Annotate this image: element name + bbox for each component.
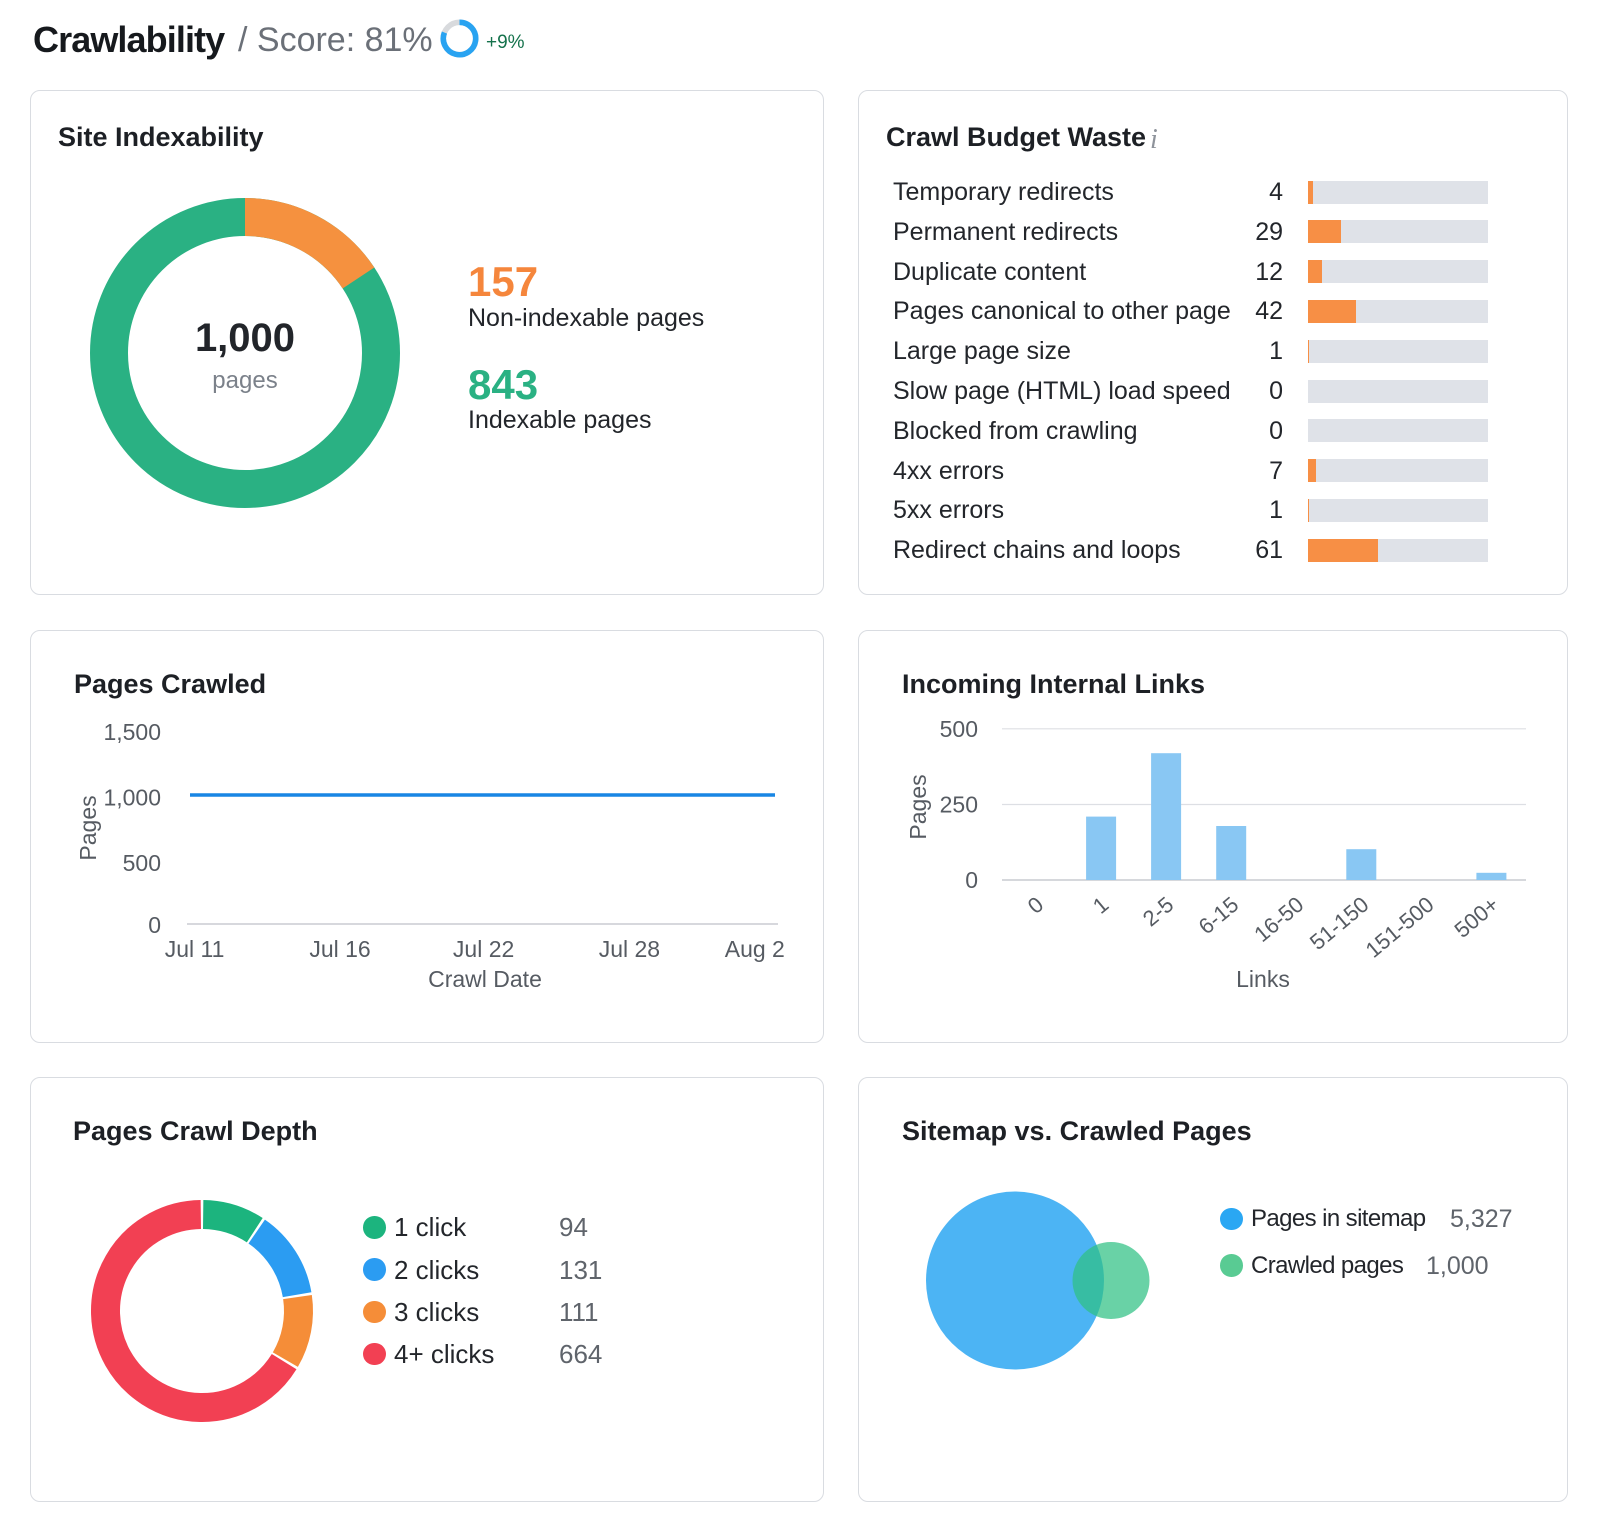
- svg-text:Pages: Pages: [905, 774, 931, 839]
- svg-text:500+: 500+: [1450, 892, 1504, 943]
- svg-text:0: 0: [1023, 892, 1048, 919]
- svg-text:250: 250: [940, 792, 978, 818]
- svg-text:Jul 11: Jul 11: [165, 936, 225, 962]
- svg-text:500: 500: [940, 716, 978, 742]
- svg-text:6-15: 6-15: [1194, 892, 1244, 939]
- svg-text:Links: Links: [1236, 966, 1290, 992]
- svg-text:16-50: 16-50: [1249, 892, 1308, 947]
- svg-text:Jul 28: Jul 28: [599, 936, 660, 962]
- svg-text:Jul 22: Jul 22: [453, 936, 514, 962]
- svg-text:2-5: 2-5: [1138, 892, 1178, 932]
- svg-text:0: 0: [148, 912, 161, 938]
- svg-text:Crawl Date: Crawl Date: [428, 966, 542, 992]
- svg-text:1: 1: [1088, 892, 1113, 919]
- svg-text:Pages: Pages: [75, 795, 101, 860]
- svg-text:Jul 16: Jul 16: [309, 936, 370, 962]
- svg-text:151-500: 151-500: [1361, 892, 1439, 963]
- svg-text:1,500: 1,500: [103, 719, 161, 745]
- svg-text:1,000: 1,000: [103, 785, 161, 811]
- svg-text:500: 500: [123, 850, 161, 876]
- svg-text:0: 0: [965, 867, 978, 893]
- svg-text:Aug 2: Aug 2: [725, 936, 785, 962]
